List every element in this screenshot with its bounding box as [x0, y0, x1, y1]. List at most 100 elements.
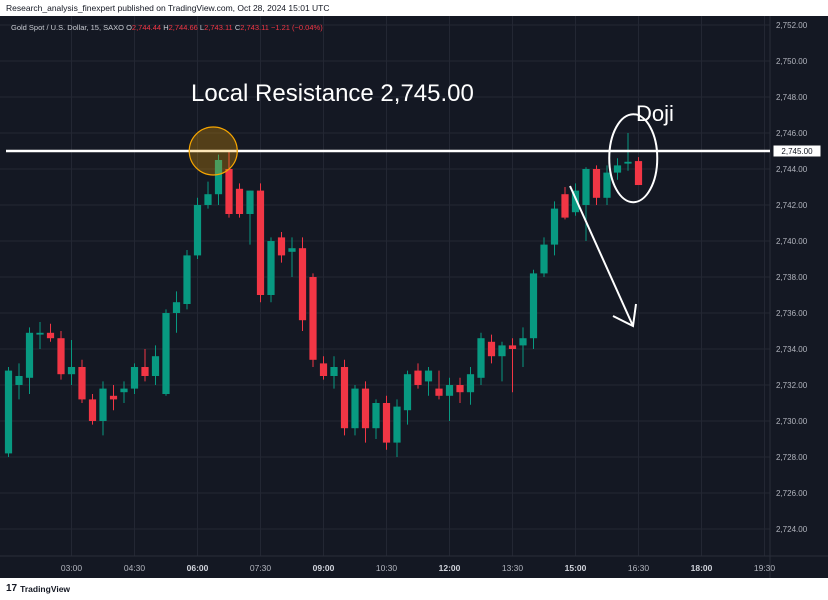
tradingview-logo-icon: 17 [6, 583, 18, 594]
candle-body[interactable] [634, 161, 643, 186]
candle-body[interactable] [361, 388, 370, 429]
price-axis-label: 2,742.00 [776, 201, 808, 210]
candle-body[interactable] [351, 388, 359, 429]
price-axis-label: 2,732.00 [776, 381, 808, 390]
price-axis-label: 2,748.00 [776, 93, 808, 102]
candle-body[interactable] [214, 160, 223, 195]
candle-body[interactable] [414, 370, 422, 385]
candle-body[interactable] [466, 374, 475, 393]
candle-body[interactable] [624, 161, 632, 164]
candle-body[interactable] [78, 367, 86, 400]
candle-body[interactable] [603, 172, 611, 198]
candle-body[interactable] [487, 341, 496, 357]
time-axis-label: 19:30 [754, 563, 776, 573]
candle-body[interactable] [46, 332, 55, 339]
symbol-legend: Gold Spot / U.S. Dollar, 15, SAXO O2,744… [11, 23, 323, 32]
price-axis-label: 2,740.00 [776, 237, 808, 246]
candle-body[interactable] [204, 194, 212, 205]
candle-body[interactable] [267, 241, 275, 295]
price-axis-label: 2,746.00 [776, 129, 808, 138]
candle-body[interactable] [540, 244, 548, 274]
candle-body[interactable] [183, 255, 191, 304]
candle-body[interactable] [424, 370, 433, 382]
legend-high: 2,744.66 [168, 23, 198, 32]
candle-body[interactable] [550, 208, 559, 245]
time-axis-label: 18:00 [691, 563, 713, 573]
resistance-price-label: 2,745.00 [781, 147, 813, 156]
candle-body[interactable] [99, 388, 107, 421]
candle-body[interactable] [382, 403, 391, 443]
price-axis-label: 2,738.00 [776, 273, 808, 282]
candle-body[interactable] [298, 248, 307, 321]
legend-change: −1.21 (−0.04%) [270, 23, 323, 32]
candle-body[interactable] [519, 338, 527, 346]
candle-body[interactable] [109, 395, 118, 400]
candle-body[interactable] [288, 248, 296, 252]
candle-body[interactable] [172, 302, 181, 313]
tradingview-logo-text: TradingView [20, 583, 71, 594]
candle-body[interactable] [561, 194, 569, 218]
candle-body[interactable] [36, 332, 44, 335]
price-axis-label: 2,734.00 [776, 345, 808, 354]
candle-body[interactable] [508, 345, 517, 349]
candle-body[interactable] [225, 169, 233, 214]
candle-body[interactable] [403, 374, 412, 411]
candle-body[interactable] [582, 169, 590, 205]
time-axis-label: 13:30 [502, 563, 524, 573]
candle-body[interactable] [162, 313, 170, 394]
price-axis-label: 2,750.00 [776, 57, 808, 66]
candle-body[interactable] [435, 388, 443, 396]
candle-body[interactable] [246, 190, 254, 214]
time-axis-label: 07:30 [250, 563, 272, 573]
candle-body[interactable] [120, 388, 128, 393]
legend-low: 2,743.11 [204, 23, 233, 32]
time-axis-label: 04:30 [124, 563, 146, 573]
candle-body[interactable] [456, 385, 464, 393]
candle-body[interactable] [151, 356, 160, 376]
time-axis-label: 03:00 [61, 563, 83, 573]
legend-low-label: L [199, 23, 205, 32]
candle-body[interactable] [372, 403, 380, 429]
candle-body[interactable] [330, 367, 338, 376]
chart-area[interactable]: 2,724.00 2,726.00 2,728.00 2,730.00 2,732.00… [0, 16, 828, 578]
candle-body[interactable] [277, 237, 286, 256]
time-axis-label: 09:00 [313, 563, 335, 573]
price-axis-label: 2,728.00 [776, 453, 808, 462]
candle-body[interactable] [529, 273, 538, 339]
publisher-text: Research_analysis_finexpert published on… [6, 3, 330, 13]
candle-body[interactable] [88, 399, 97, 421]
time-axis-label: 06:00 [187, 563, 209, 573]
legend-high-label: H [163, 23, 169, 32]
candle-body[interactable] [571, 190, 580, 213]
resistance-touch-circle [188, 126, 238, 176]
candle-body[interactable] [613, 165, 622, 173]
candle-body[interactable] [592, 169, 601, 198]
candle-body[interactable] [130, 367, 139, 389]
price-axis-label: 2,724.00 [776, 525, 808, 534]
tradingview-logo[interactable]: 17 TradingView [6, 583, 70, 594]
price-axis-label: 2,752.00 [776, 21, 808, 30]
legend-open: 2,744.44 [131, 23, 162, 32]
resistance-annotation: Local Resistance 2,745.00 [191, 80, 474, 107]
candle-body[interactable] [67, 367, 76, 375]
resistance-price-tag [772, 144, 822, 158]
legend-open-label: O [126, 23, 132, 32]
candle-body[interactable] [15, 376, 23, 385]
candle-body[interactable] [309, 277, 317, 360]
candle-body[interactable] [319, 363, 328, 376]
candlestick-chart[interactable]: 2,724.00 2,726.00 2,728.00 2,730.00 2,732.00… [0, 16, 828, 578]
candle-body[interactable] [256, 190, 265, 295]
candle-body[interactable] [477, 338, 485, 378]
price-axis-label: 2,726.00 [776, 489, 808, 498]
candle-body[interactable] [340, 367, 349, 429]
candle-body[interactable] [498, 345, 506, 357]
candle-body[interactable] [393, 406, 401, 443]
candle-body[interactable] [57, 338, 65, 375]
candle-body[interactable] [445, 385, 454, 396]
time-axis-label: 15:00 [565, 563, 587, 573]
candle-body[interactable] [193, 205, 202, 256]
candle-body[interactable] [235, 188, 244, 214]
candle-body[interactable] [25, 332, 34, 378]
candle-body[interactable] [141, 367, 149, 376]
candle-body[interactable] [4, 370, 13, 454]
